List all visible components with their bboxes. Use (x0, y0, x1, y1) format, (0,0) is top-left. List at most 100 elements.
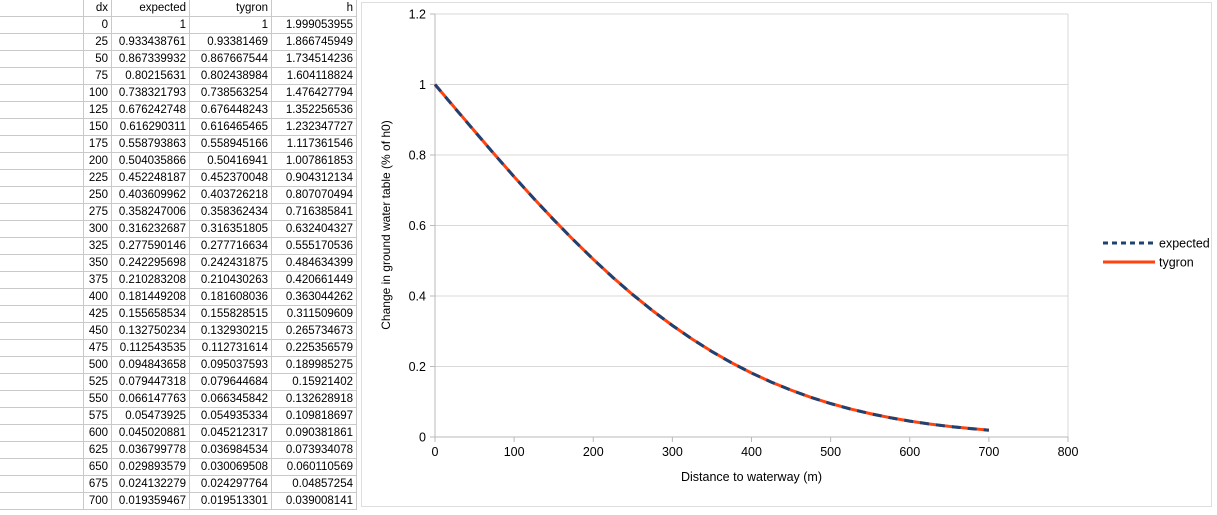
table-cell-h[interactable]: 0.484634399 (272, 255, 357, 272)
table-cell-tygron[interactable]: 0.867667544 (190, 51, 272, 68)
table-cell-h[interactable]: 0.265734673 (272, 323, 357, 340)
table-cell-tygron[interactable]: 0.045212317 (190, 425, 272, 442)
table-cell-h[interactable]: 0.632404327 (272, 221, 357, 238)
table-cell-tygron[interactable]: 0.277716634 (190, 238, 272, 255)
table-cell-expected[interactable]: 0.181449208 (112, 289, 190, 306)
table-cell-empty[interactable] (0, 391, 84, 408)
table-cell-dx[interactable]: 125 (84, 102, 112, 119)
table-cell-dx[interactable]: 25 (84, 34, 112, 51)
table-cell-dx[interactable]: 450 (84, 323, 112, 340)
table-cell-dx[interactable]: 225 (84, 170, 112, 187)
table-cell-empty[interactable] (0, 102, 84, 119)
table-cell-dx[interactable]: 675 (84, 476, 112, 493)
table-cell-tygron[interactable]: 0.403726218 (190, 187, 272, 204)
table-cell-h[interactable]: 0.189985275 (272, 357, 357, 374)
table-cell-dx[interactable]: 375 (84, 272, 112, 289)
table-cell-expected[interactable]: 0.616290311 (112, 119, 190, 136)
table-cell-empty[interactable] (0, 187, 84, 204)
table-cell-tygron[interactable]: 0.802438984 (190, 68, 272, 85)
table-cell-expected[interactable]: 0.079447318 (112, 374, 190, 391)
table-header-cell[interactable]: h (272, 0, 357, 17)
table-cell-tygron[interactable]: 0.054935334 (190, 408, 272, 425)
table-cell-empty[interactable] (0, 153, 84, 170)
table-cell-tygron[interactable]: 0.93381469 (190, 34, 272, 51)
table-cell-expected[interactable]: 0.403609962 (112, 187, 190, 204)
table-cell-h[interactable]: 0.555170536 (272, 238, 357, 255)
table-cell-expected[interactable]: 0.155658534 (112, 306, 190, 323)
table-cell-h[interactable]: 0.039008141 (272, 493, 357, 510)
table-cell-tygron[interactable]: 0.019513301 (190, 493, 272, 510)
table-cell-h[interactable]: 0.225356579 (272, 340, 357, 357)
table-cell-dx[interactable]: 400 (84, 289, 112, 306)
table-cell-h[interactable]: 1.007861853 (272, 153, 357, 170)
table-cell-expected[interactable]: 0.452248187 (112, 170, 190, 187)
table-cell-tygron[interactable]: 0.210430263 (190, 272, 272, 289)
table-cell-expected[interactable]: 1 (112, 17, 190, 34)
table-cell-expected[interactable]: 0.738321793 (112, 85, 190, 102)
table-cell-expected[interactable]: 0.045020881 (112, 425, 190, 442)
table-cell-h[interactable]: 0.109818697 (272, 408, 357, 425)
table-cell-empty[interactable] (0, 272, 84, 289)
table-cell-h[interactable]: 1.604118824 (272, 68, 357, 85)
table-cell-empty[interactable] (0, 306, 84, 323)
table-cell-expected[interactable]: 0.066147763 (112, 391, 190, 408)
table-cell-tygron[interactable]: 0.066345842 (190, 391, 272, 408)
table-cell-dx[interactable]: 525 (84, 374, 112, 391)
table-cell-h[interactable]: 0.15921402 (272, 374, 357, 391)
table-cell-dx[interactable]: 425 (84, 306, 112, 323)
table-cell-dx[interactable]: 100 (84, 85, 112, 102)
table-cell-empty[interactable] (0, 238, 84, 255)
table-cell-expected[interactable]: 0.504035866 (112, 153, 190, 170)
table-cell-tygron[interactable]: 0.358362434 (190, 204, 272, 221)
table-cell-dx[interactable]: 300 (84, 221, 112, 238)
table-cell-expected[interactable]: 0.112543535 (112, 340, 190, 357)
table-cell-dx[interactable]: 50 (84, 51, 112, 68)
table-cell-h[interactable]: 0.904312134 (272, 170, 357, 187)
table-cell-h[interactable]: 0.073934078 (272, 442, 357, 459)
table-cell-tygron[interactable]: 0.095037593 (190, 357, 272, 374)
table-cell-tygron[interactable]: 0.036984534 (190, 442, 272, 459)
table-cell-expected[interactable]: 0.242295698 (112, 255, 190, 272)
table-cell-dx[interactable]: 175 (84, 136, 112, 153)
table-cell-empty[interactable] (0, 136, 84, 153)
table-cell-expected[interactable]: 0.036799778 (112, 442, 190, 459)
table-cell-h[interactable]: 1.999053955 (272, 17, 357, 34)
table-cell-expected[interactable]: 0.358247006 (112, 204, 190, 221)
table-cell-tygron[interactable]: 0.316351805 (190, 221, 272, 238)
table-cell-h[interactable]: 0.132628918 (272, 391, 357, 408)
table-cell-empty[interactable] (0, 85, 84, 102)
table-cell-h[interactable]: 0.716385841 (272, 204, 357, 221)
table-cell-empty[interactable] (0, 408, 84, 425)
table-cell-empty[interactable] (0, 204, 84, 221)
table-cell-expected[interactable]: 0.676242748 (112, 102, 190, 119)
table-cell-expected[interactable]: 0.132750234 (112, 323, 190, 340)
table-cell-h[interactable]: 1.117361546 (272, 136, 357, 153)
table-cell-empty[interactable] (0, 425, 84, 442)
table-cell-expected[interactable]: 0.933438761 (112, 34, 190, 51)
table-cell-dx[interactable]: 250 (84, 187, 112, 204)
table-header-cell[interactable]: tygron (190, 0, 272, 17)
chart-object[interactable]: 0 0.2 0.4 0.6 0.8 1 1.2 0 100 200 300 400 500 600 700 8… (357, 0, 1217, 515)
table-cell-dx[interactable]: 625 (84, 442, 112, 459)
table-cell-expected[interactable]: 0.210283208 (112, 272, 190, 289)
table-cell-h[interactable]: 0.060110569 (272, 459, 357, 476)
table-cell-empty[interactable] (0, 357, 84, 374)
table-cell-dx[interactable]: 350 (84, 255, 112, 272)
table-cell-dx[interactable]: 150 (84, 119, 112, 136)
table-cell-h[interactable]: 0.420661449 (272, 272, 357, 289)
table-cell-dx[interactable]: 200 (84, 153, 112, 170)
table-cell-expected[interactable]: 0.019359467 (112, 493, 190, 510)
table-cell-empty[interactable] (0, 17, 84, 34)
table-cell-expected[interactable]: 0.867339932 (112, 51, 190, 68)
table-cell-dx[interactable]: 0 (84, 17, 112, 34)
table-cell-empty[interactable] (0, 442, 84, 459)
table-cell-h[interactable]: 0.363044262 (272, 289, 357, 306)
table-cell-h[interactable]: 1.232347727 (272, 119, 357, 136)
table-header-cell[interactable]: expected (112, 0, 190, 17)
table-cell-empty[interactable] (0, 170, 84, 187)
table-cell-tygron[interactable]: 0.181608036 (190, 289, 272, 306)
table-cell-empty[interactable] (0, 374, 84, 391)
table-cell-h[interactable]: 0.807070494 (272, 187, 357, 204)
table-cell-empty[interactable] (0, 323, 84, 340)
table-cell-empty[interactable] (0, 289, 84, 306)
